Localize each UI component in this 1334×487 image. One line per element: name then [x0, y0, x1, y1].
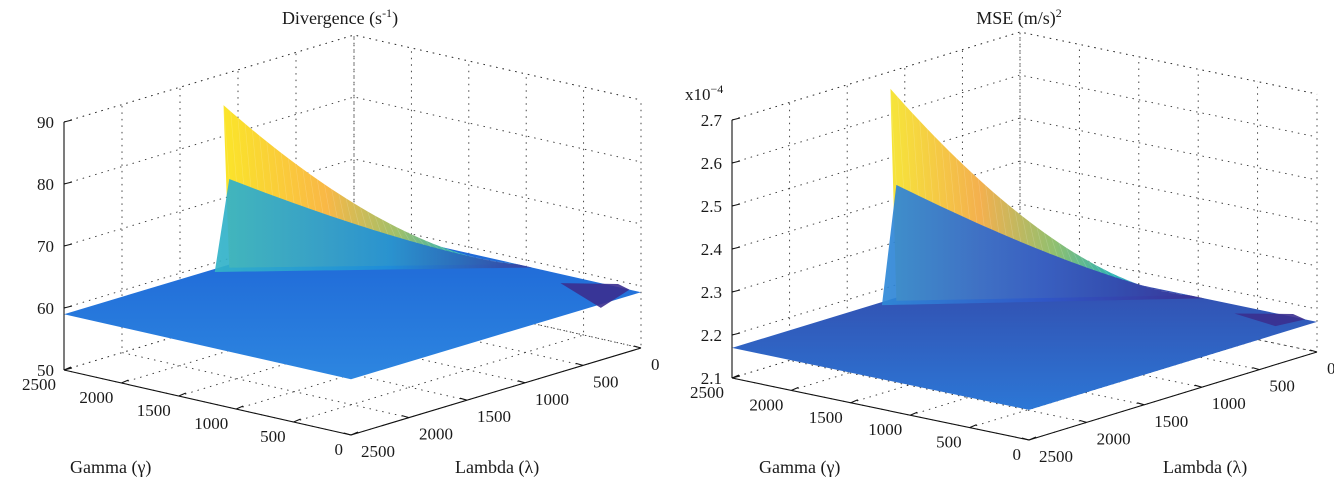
- gamma-tick-label: 0: [335, 440, 344, 459]
- z-tick-label: 80: [37, 175, 54, 194]
- gamma-tick-label: 500: [260, 427, 286, 446]
- lambda-tick-label: 2500: [361, 442, 395, 461]
- gamma-tick-label: 2500: [690, 383, 724, 402]
- z-tick-label: 60: [37, 299, 54, 318]
- gamma-tick-label: 0: [1013, 445, 1022, 464]
- gamma-tick-label: 1500: [809, 408, 843, 427]
- lambda-tick-label: 1000: [1212, 394, 1246, 413]
- lambda-tick-label: 0: [651, 355, 660, 374]
- gamma-tick-label: 500: [936, 433, 962, 452]
- gamma-tick-label: 2000: [79, 388, 113, 407]
- lambda-tick-label: 2000: [1097, 429, 1131, 448]
- z-tick-label: 2.7: [701, 111, 723, 130]
- gamma-tick-label: 1500: [137, 401, 171, 420]
- z-tick-label: 2.3: [701, 283, 722, 302]
- divergence-gamma-axis-label: Gamma (γ): [70, 457, 151, 478]
- lambda-tick-label: 500: [593, 372, 619, 391]
- z-tick-label: 90: [37, 113, 54, 132]
- z-tick-label: 2.1: [701, 369, 722, 388]
- z-tick-label: 2.6: [701, 154, 722, 173]
- mse-z-exponent-label: x10−4: [685, 82, 723, 104]
- mse-gamma-axis-label: Gamma (γ): [759, 457, 840, 478]
- mse-chart: 2.1 2.2 2.3 2.4 2.5 2.6 2.7 0 500 1000 1500 2000 250…: [667, 0, 1334, 487]
- z-tick-label: 2.2: [701, 326, 722, 345]
- lambda-tick-label: 1000: [535, 390, 569, 409]
- z-tick-label: 2.4: [701, 240, 723, 259]
- surface-dip: [560, 283, 630, 308]
- z-tick-label: 2.5: [701, 197, 722, 216]
- mse-surface-plot: 2.1 2.2 2.3 2.4 2.5 2.6 2.7 0 500 1000 1500 2000 250…: [685, 6, 1334, 478]
- mse-title: MSE (m/s)2: [976, 6, 1062, 29]
- surface-dip: [1234, 313, 1306, 327]
- surface-side-sheet: [881, 184, 1205, 306]
- lambda-tick-label: 1500: [1154, 412, 1188, 431]
- lambda-tick-label: 2500: [1039, 447, 1073, 466]
- lambda-tick-label: 500: [1269, 377, 1295, 396]
- z-tick-label: 50: [37, 361, 54, 380]
- gamma-tick-label: 2500: [22, 375, 56, 394]
- lambda-tick-label: 0: [1327, 359, 1334, 378]
- mse-lambda-axis-label: Lambda (λ): [1163, 457, 1247, 478]
- surface-side-sheet: [214, 178, 532, 272]
- divergence-chart: 50 60 70 80 90 0 500 1000 1500 2000 2500 0 500 1000 15…: [22, 6, 660, 478]
- divergence-lambda-axis-label: Lambda (λ): [455, 457, 539, 478]
- lambda-tick-label: 1500: [477, 407, 511, 426]
- z-tick-label: 70: [37, 237, 54, 256]
- gamma-tick-label: 1000: [194, 414, 228, 433]
- divergence-title: Divergence (s-1): [282, 6, 398, 29]
- gamma-tick-label: 1000: [868, 420, 902, 439]
- divergence-surface-plot: 50 60 70 80 90 0 500 1000 1500 2000 2500 0 500 1000 15…: [22, 6, 660, 478]
- gamma-tick-label: 2000: [749, 395, 783, 414]
- lambda-tick-label: 2000: [419, 425, 453, 444]
